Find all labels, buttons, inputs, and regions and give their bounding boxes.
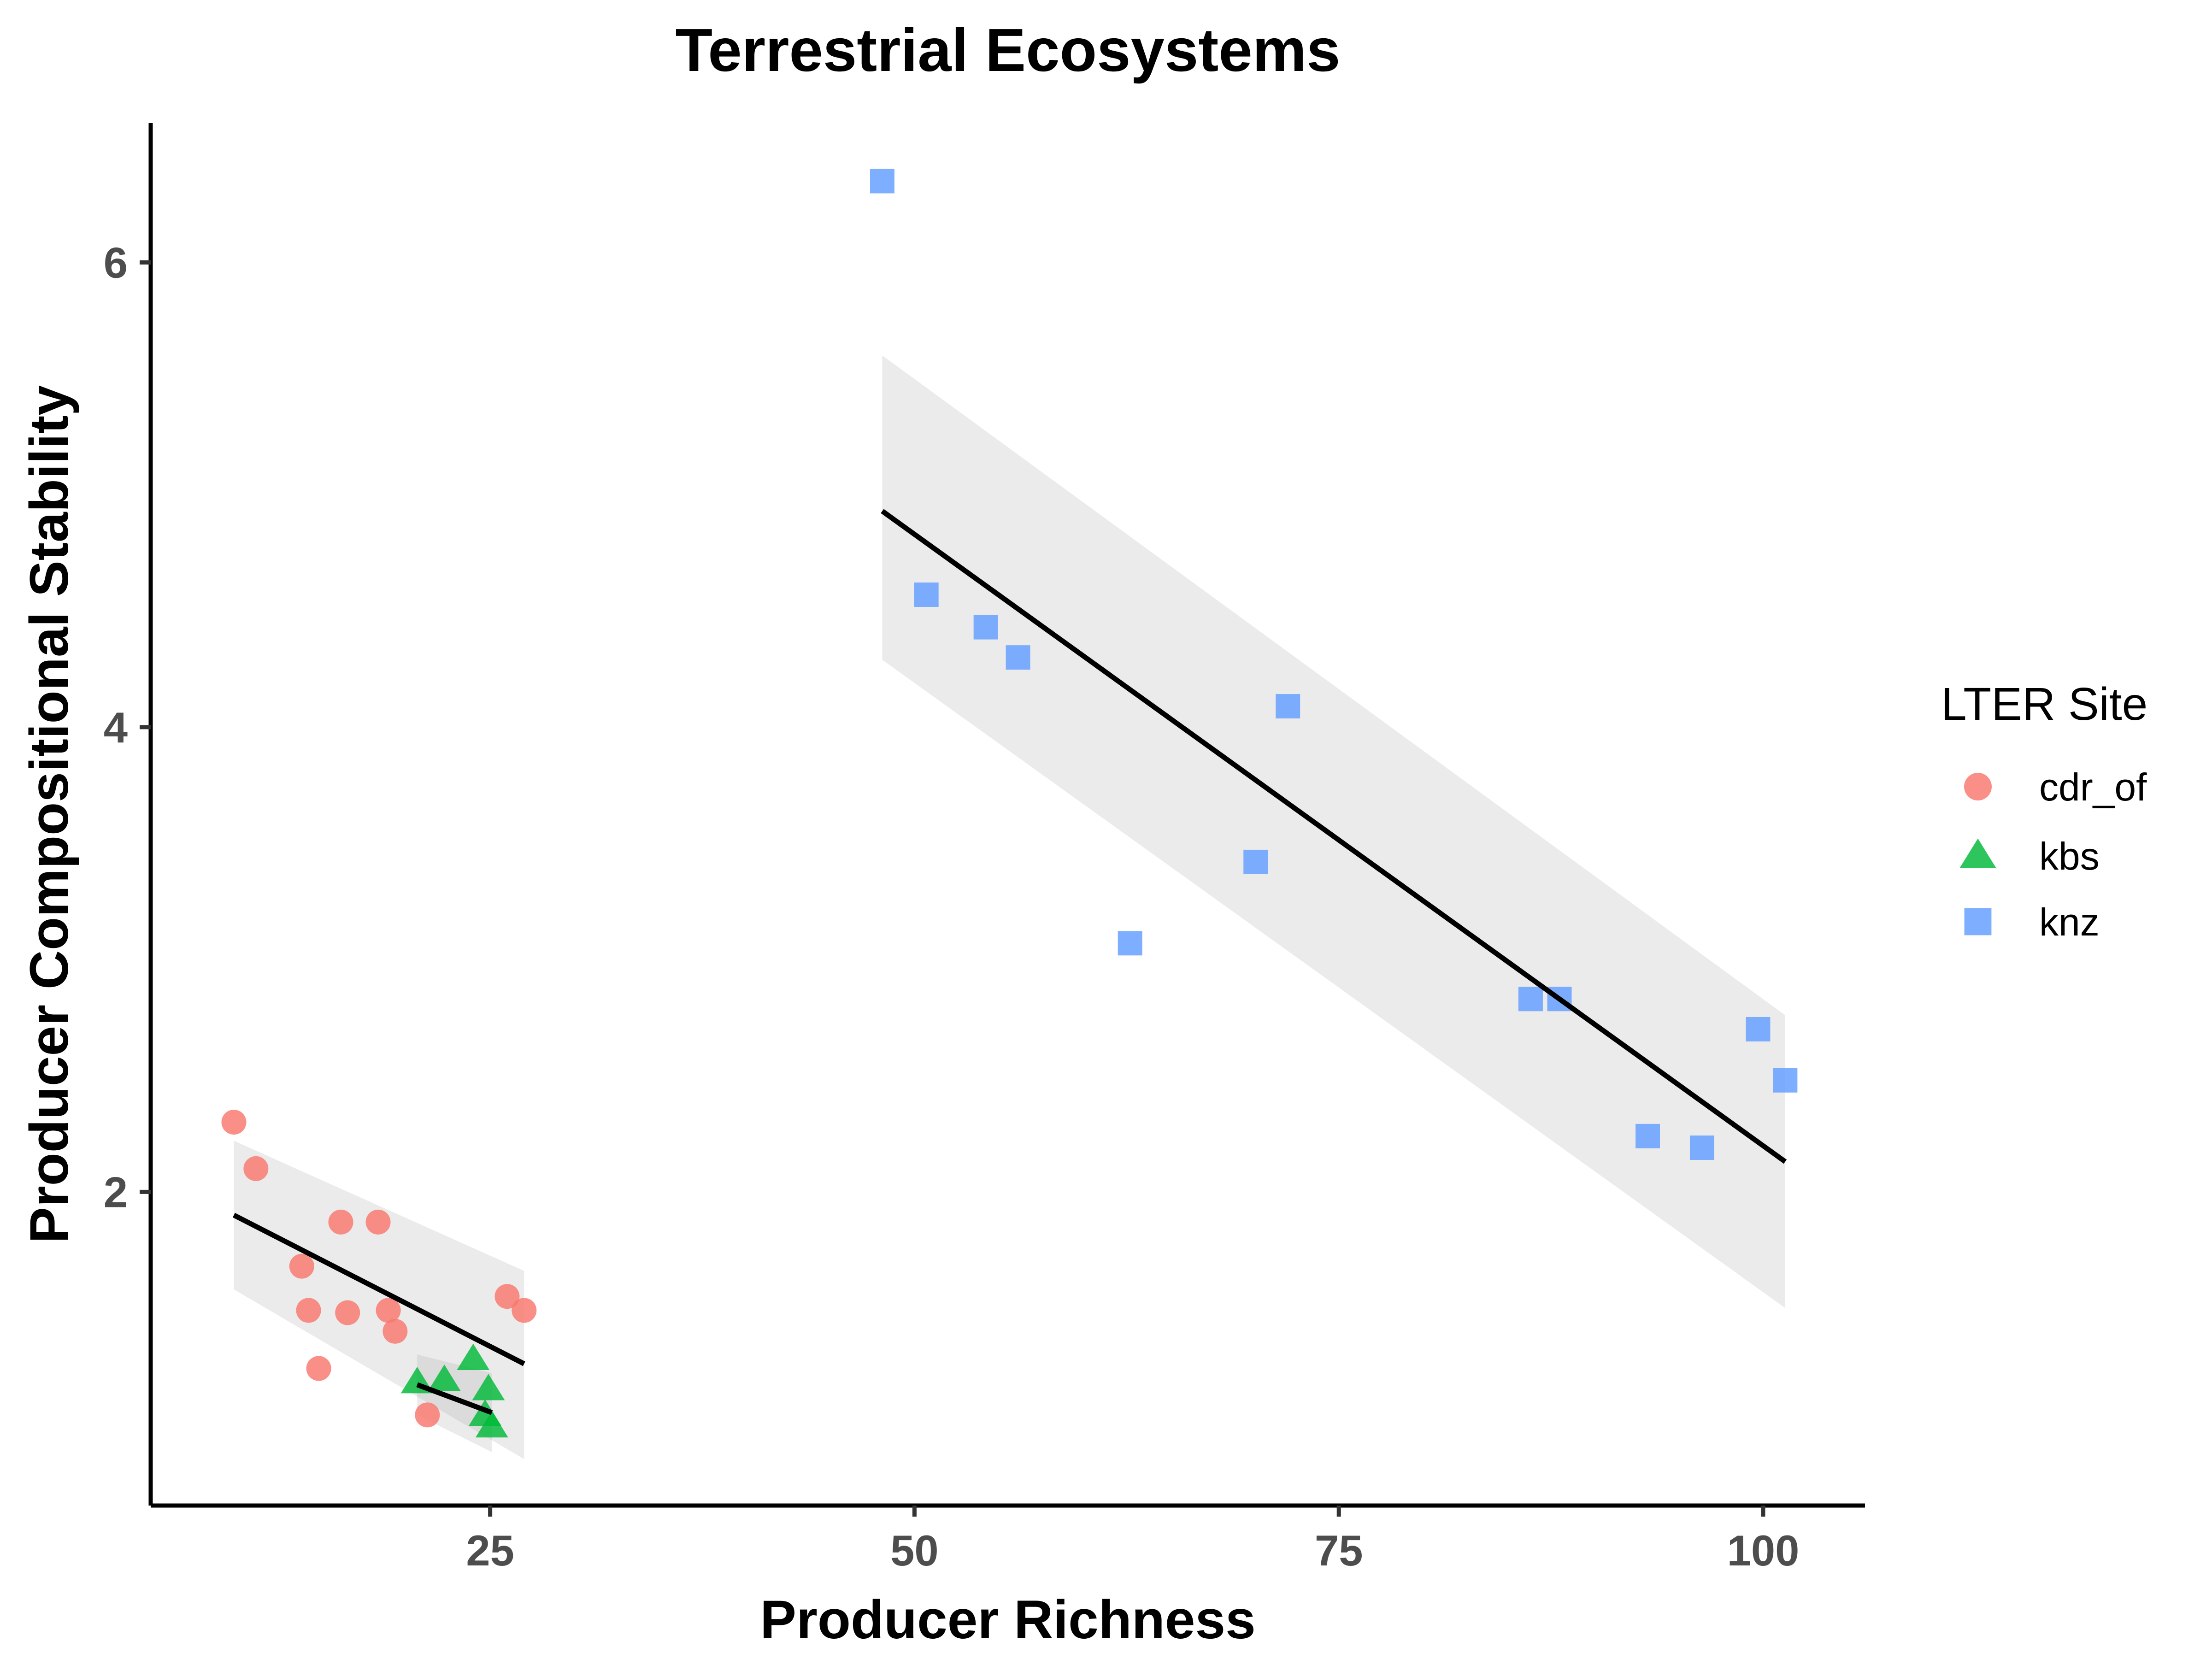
x-axis-title: Producer Richness — [760, 1589, 1255, 1650]
x-tick-label-100: 100 — [1727, 1526, 1800, 1575]
data-point-cdr-of-3 — [289, 1253, 314, 1279]
regression-line-knz — [881, 509, 1787, 1164]
regression-line-cdr-of — [232, 1212, 525, 1366]
legend-key-cdr-of — [1964, 773, 1992, 800]
data-point-cdr-of-13 — [512, 1298, 537, 1323]
data-point-cdr-of-12 — [494, 1284, 520, 1309]
data-point-cdr-of-9 — [376, 1298, 401, 1323]
data-point-cdr-of-1 — [221, 1110, 247, 1135]
data-point-knz-12 — [1746, 1017, 1771, 1041]
y-tick-label-2: 2 — [104, 1168, 128, 1216]
chart-title: Terrestrial Ecosystems — [675, 16, 1340, 84]
data-point-kbs-6 — [475, 1411, 508, 1438]
x-tick-label-50: 50 — [890, 1526, 939, 1575]
x-tick-label-25: 25 — [466, 1526, 514, 1575]
legend-key-knz — [1964, 908, 1992, 935]
data-point-kbs-2 — [428, 1364, 461, 1391]
data-point-cdr-of-11 — [415, 1402, 440, 1428]
data-point-knz-13 — [1773, 1068, 1798, 1093]
legend-title: LTER Site — [1941, 678, 2147, 730]
plot-area — [221, 169, 1798, 1459]
data-point-cdr-of-8 — [365, 1209, 391, 1235]
data-point-cdr-of-10 — [382, 1318, 408, 1344]
confidence-band-knz — [882, 355, 1785, 1308]
data-point-knz-1 — [870, 169, 894, 194]
data-point-cdr-of-5 — [306, 1356, 331, 1381]
data-point-knz-5 — [1118, 931, 1142, 956]
data-point-knz-4 — [1006, 645, 1030, 670]
legend-label-cdr-of: cdr_of — [2039, 765, 2147, 809]
data-point-cdr-of-4 — [296, 1298, 321, 1323]
y-tick-label-4: 4 — [104, 703, 128, 752]
data-point-knz-6 — [1243, 849, 1268, 874]
x-tick-label-75: 75 — [1315, 1526, 1363, 1575]
legend-label-knz: knz — [2039, 900, 2100, 944]
data-point-kbs-3 — [457, 1343, 490, 1370]
data-point-kbs-5 — [472, 1374, 505, 1400]
data-point-cdr-of-7 — [335, 1300, 360, 1325]
data-point-knz-8 — [1518, 987, 1543, 1012]
y-tick-label-6: 6 — [104, 239, 128, 287]
y-axis-title: Producer Compositional Stability — [19, 385, 80, 1243]
data-point-cdr-of-2 — [243, 1156, 269, 1181]
data-point-knz-11 — [1689, 1135, 1714, 1160]
legend-key-kbs — [1959, 838, 1996, 868]
data-point-knz-3 — [973, 615, 998, 640]
axis-ticks: 25 50 75 100 2 4 6 — [104, 239, 1800, 1575]
data-point-knz-10 — [1635, 1124, 1660, 1148]
data-point-knz-2 — [914, 582, 939, 607]
legend-label-kbs: kbs — [2039, 835, 2100, 878]
data-point-cdr-of-6 — [328, 1209, 353, 1235]
data-point-knz-7 — [1276, 694, 1300, 719]
regression-line-kbs — [416, 1382, 493, 1415]
